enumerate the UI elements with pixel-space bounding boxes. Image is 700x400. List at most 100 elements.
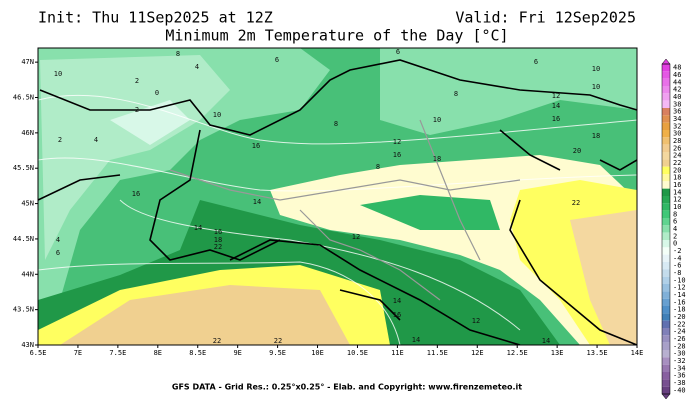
x-tick-label: 9E	[233, 349, 241, 357]
colorbar-swatch	[662, 262, 670, 270]
y-tick-label: 47N	[21, 58, 34, 66]
colorbar-swatch	[662, 100, 670, 108]
contour-label: 8	[176, 50, 180, 58]
y-tick-label: 45.5N	[13, 164, 34, 172]
contour-label: 4	[94, 136, 98, 144]
x-tick-label: 10E	[311, 349, 324, 357]
contour-label: 10	[54, 70, 62, 78]
x-tick-label: 13E	[551, 349, 564, 357]
contour-label: 6	[56, 249, 60, 257]
colorbar-swatch	[662, 144, 670, 152]
title: Minimum 2m Temperature of the Day [°C]	[165, 27, 508, 45]
colorbar-swatch	[662, 357, 670, 365]
contour-label: 22	[213, 337, 221, 345]
colorbar-label: 44	[673, 78, 681, 86]
colorbar-frame	[661, 63, 671, 395]
colorbar-swatch	[662, 254, 670, 262]
x-tick-label: 6.5E	[30, 349, 47, 357]
colorbar-label: 28	[673, 137, 681, 145]
contour-label: 12	[472, 317, 480, 325]
alps-area	[380, 48, 637, 135]
contour-label: 14	[412, 336, 420, 344]
colorbar-swatch	[662, 247, 670, 255]
x-tick-label: 13.5E	[587, 349, 608, 357]
colorbar-label: -38	[673, 379, 686, 387]
contour-label: 18	[433, 155, 441, 163]
colorbar-swatch	[662, 306, 670, 314]
colorbar-label: 20	[673, 166, 681, 174]
colorbar-swatch	[662, 115, 670, 123]
colorbar-label: 38	[673, 100, 681, 108]
colorbar-label: 30	[673, 130, 681, 138]
colorbar-label: 18	[673, 174, 681, 182]
x-tick-label: 7E	[74, 349, 82, 357]
contour-label: 10	[433, 116, 441, 124]
contour-label: 22	[572, 199, 580, 207]
y-tick-label: 46.5N	[13, 94, 34, 102]
colorbar-top	[661, 58, 671, 65]
colorbar-swatch	[662, 210, 670, 218]
colorbar-label: 14	[673, 188, 681, 196]
contour-label: 16	[393, 311, 401, 319]
adriatic-tan	[570, 210, 637, 345]
contour-label: 8	[454, 90, 458, 98]
colorbar-label: -10	[673, 276, 686, 284]
colorbar-label: -20	[673, 313, 686, 321]
x-tick-label: 12.5E	[507, 349, 528, 357]
colorbar-label: -40	[673, 386, 686, 394]
y-tick-label: 44.5N	[13, 235, 34, 243]
colorbar-swatch	[662, 122, 670, 130]
colorbar-label: -30	[673, 350, 686, 358]
contour-label: 0	[155, 89, 159, 97]
colorbar-swatch	[662, 188, 670, 196]
colorbar-swatch	[662, 284, 670, 292]
contour-label: 16	[214, 228, 222, 236]
colorbar-swatch	[662, 291, 670, 299]
colorbar-swatch	[662, 64, 670, 72]
init-label: Init: Thu 11Sep2025 at 12Z	[38, 9, 273, 27]
contour-label: 12	[393, 138, 401, 146]
colorbar-swatch	[662, 386, 670, 394]
colorbar-swatch	[662, 379, 670, 387]
x-tick-label: 12E	[471, 349, 484, 357]
x-tick-label: 8E	[154, 349, 162, 357]
coldest-area	[110, 100, 190, 145]
colorbar-label: -28	[673, 342, 686, 350]
colorbar-swatch	[662, 78, 670, 86]
x-tick-label: 7.5E	[109, 349, 126, 357]
colorbar-label: -4	[673, 254, 681, 262]
colorbar-label: -18	[673, 306, 686, 314]
ligurian-tan	[60, 285, 350, 345]
contour-label: 22	[274, 337, 282, 345]
colorbar-label: 4	[673, 225, 677, 233]
contour-label: 2	[135, 106, 139, 114]
colorbar-label: 0	[673, 240, 677, 248]
colorbar-bottom	[661, 393, 671, 400]
contour-label: 4	[195, 63, 199, 71]
contour-label: 2	[58, 136, 62, 144]
colorbar-swatch	[662, 364, 670, 372]
contour-label: 18	[592, 132, 600, 140]
colorbar-label: -36	[673, 372, 686, 380]
contour-label: 2	[135, 77, 139, 85]
colorbar-swatch	[662, 152, 670, 160]
contour-label: 12	[552, 92, 560, 100]
colorbar-label: 42	[673, 86, 681, 94]
colorbar-swatch	[662, 71, 670, 79]
colorbar-label: -14	[673, 291, 686, 299]
contour-label: 10	[213, 111, 221, 119]
contour-label: 14	[393, 297, 401, 305]
y-tick-label: 43.5N	[13, 306, 34, 314]
map-frame	[37, 47, 638, 346]
contour-label: 14	[542, 337, 550, 345]
cold-area	[40, 55, 230, 260]
x-tick-label: 11.5E	[427, 349, 448, 357]
colorbar-swatch	[662, 93, 670, 101]
colorbar-label: -16	[673, 298, 686, 306]
colorbar-swatch	[662, 181, 670, 189]
y-tick-label: 45N	[21, 200, 34, 208]
contour-label: 12	[352, 233, 360, 241]
colorbar-label: 22	[673, 159, 681, 167]
colorbar-label: 26	[673, 144, 681, 152]
colorbar-swatch	[662, 269, 670, 277]
